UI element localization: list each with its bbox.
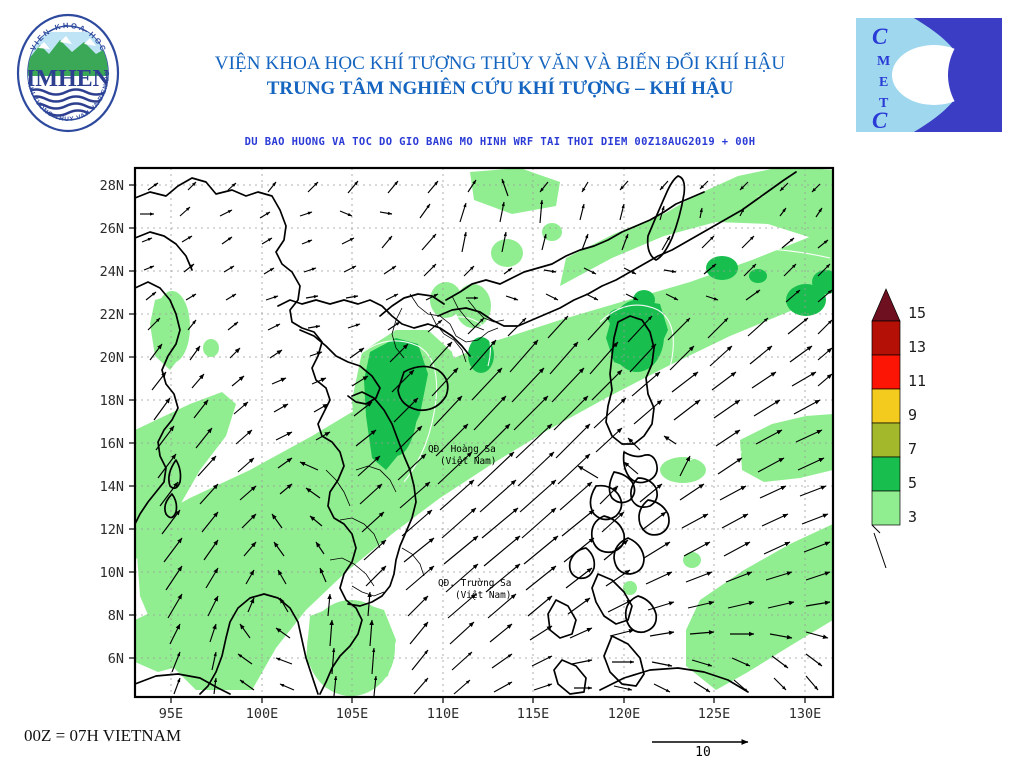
colorbar-segment [871,320,901,356]
y-tick-label: 6N [108,651,124,667]
colorbar-tick-label: 7 [908,440,917,458]
imhen-logo: IMHEN VIEN KHOA HOC KHI TUONG THUY VAN V… [11,7,122,134]
annotation-truong-sa-country: (Việt Nam) [455,590,511,601]
org-name-line2: TRUNG TÂM NGHIÊN CỨU KHÍ TƯỢNG – KHÍ HẬU [266,78,734,99]
y-tick-label: 10N [100,565,124,581]
colorbar-tick-label: 5 [908,474,917,492]
y-tick-label: 14N [100,479,124,495]
colorbar-tick-label: 15 [908,304,926,322]
timezone-note: 00Z = 07H VIETNAM [24,726,182,745]
y-tick-label: 22N [100,307,124,323]
colorbar-tick-label: 9 [908,406,917,424]
cmetc-letters: C M E T C [872,24,890,133]
y-tick-label: 28N [100,178,124,194]
coastlines [135,171,797,695]
colorbar-tick-labels: 15 13 11 9 7 5 3 [908,304,926,526]
y-tick-label: 8N [108,608,124,624]
colorbar-tick-label: 13 [908,338,926,356]
colorbar-extend-tail [873,532,887,569]
plot-frame [133,166,835,699]
org-name-line1: VIỆN KHOA HỌC KHÍ TƯỢNG THỦY VĂN VÀ BIẾN… [214,53,786,74]
title-block: VIỆN KHOA HỌC KHÍ TƯỢNG THỦY VĂN VÀ BIẾN… [150,52,850,102]
y-tick-label: 16N [100,436,124,452]
wind-scale-value: 10 [695,745,711,760]
svg-text:C: C [872,108,888,132]
map-gridlines [135,168,833,697]
y-axis-tick-labels: 6N 8N 10N 12N 14N 16N 18N 20N 22N 24N 26… [100,178,124,667]
colorbar-segment [871,354,901,390]
x-tick-label: 120E [608,706,641,722]
annotation-hoang-sa-country: (Việt Nam) [440,456,496,467]
svg-text:T: T [879,96,889,111]
svg-text:E: E [879,75,888,90]
colorbar-segment [871,422,901,458]
island-annotations: QĐ. Hoàng Sa (Việt Nam) QĐ. Trường Sa (V… [428,444,511,601]
annotation-hoang-sa-name: QĐ. Hoàng Sa [428,444,496,455]
y-tick-label: 24N [100,264,124,280]
annotation-truong-sa-name: QĐ. Trường Sa [438,578,511,589]
x-tick-label: 125E [698,706,731,722]
forecast-subtitle: DU BAO HUONG VA TOC DO GIO BANG MO HINH … [244,136,756,148]
y-tick-label: 12N [100,522,124,538]
y-tick-label: 18N [100,393,124,409]
cmetc-logo: C M E T C [856,18,1002,133]
x-tick-label: 105E [336,706,369,722]
colorbar-tick-label: 3 [908,508,917,526]
x-axis-tick-labels: 95E 100E 105E 110E 115E 120E 125E 130E [159,706,821,722]
colorbar: 15 13 11 9 7 5 3 [871,288,926,569]
svg-text:M: M [877,54,890,69]
x-tick-label: 115E [517,706,550,722]
colorbar-segment [871,456,901,492]
x-tick-label: 130E [789,706,822,722]
colorbar-segment [871,388,901,424]
shading-level-5 [364,256,833,470]
colorbar-tick-label: 11 [908,372,926,390]
axis-ticks [129,184,806,703]
x-tick-label: 110E [427,706,460,722]
page-header: IMHEN VIEN KHOA HOC KHI TUONG THUY VAN V… [0,0,1024,150]
imhen-acronym: IMHEN [26,66,111,92]
x-tick-label: 100E [246,706,279,722]
x-tick-label: 95E [159,706,183,722]
colorbar-extend-arrow [871,288,901,322]
y-tick-label: 26N [100,221,124,237]
wind-vectors [140,178,833,697]
svg-text:C: C [872,24,888,49]
y-tick-label: 20N [100,350,124,366]
colorbar-segment [871,490,901,526]
